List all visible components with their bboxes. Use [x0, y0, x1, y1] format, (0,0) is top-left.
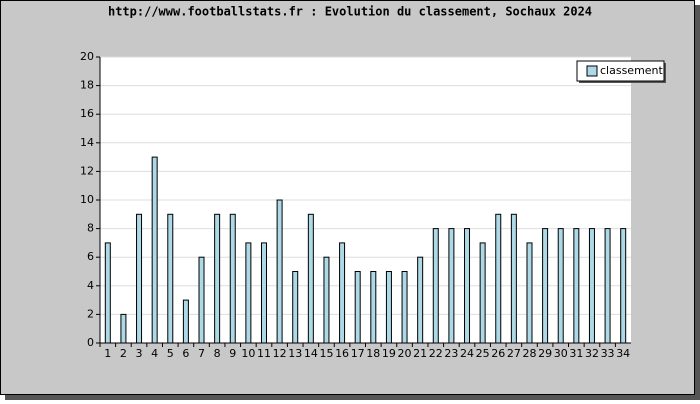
bar: [417, 256, 424, 344]
x-tick-label: 34: [616, 347, 630, 360]
bar: [401, 271, 408, 344]
bar: [182, 299, 189, 344]
x-tick-label: 31: [569, 347, 583, 360]
x-tick-label: 11: [257, 347, 271, 360]
x-tick-label: 20: [398, 347, 412, 360]
bar: [432, 228, 439, 344]
bar: [229, 213, 236, 344]
x-tick-label: 28: [522, 347, 536, 360]
chart-title: http://www.footballstats.fr : Evolution …: [108, 5, 592, 19]
x-tick-label: 9: [229, 347, 236, 360]
y-tick-label: 6: [87, 250, 94, 263]
bar: [104, 242, 111, 344]
x-tick-label: 22: [429, 347, 443, 360]
y-tick-label: 2: [87, 307, 94, 320]
bar: [510, 213, 517, 344]
bar: [620, 228, 627, 344]
bar: [370, 271, 377, 344]
x-tick-label: 17: [351, 347, 365, 360]
x-tick-label: 5: [167, 347, 174, 360]
bar: [464, 228, 471, 344]
bar: [557, 228, 564, 344]
y-tick-label: 16: [80, 107, 94, 120]
bar: [276, 199, 283, 344]
y-tick-label: 10: [80, 193, 94, 206]
x-tick-label: 8: [214, 347, 221, 360]
bar: [542, 228, 549, 344]
y-tick-label: 20: [80, 50, 94, 63]
bar: [479, 242, 486, 344]
bar: [214, 213, 221, 344]
x-tick-label: 23: [444, 347, 458, 360]
legend-box: [576, 60, 665, 82]
bar: [198, 256, 205, 344]
x-tick-label: 10: [241, 347, 255, 360]
x-tick-label: 18: [366, 347, 380, 360]
y-tick-label: 0: [87, 336, 94, 349]
x-tick-label: 3: [136, 347, 143, 360]
x-tick-label: 1: [104, 347, 111, 360]
x-tick-label: 32: [585, 347, 599, 360]
y-tick-label: 4: [87, 279, 94, 292]
x-tick-label: 15: [319, 347, 333, 360]
bar: [307, 213, 314, 344]
x-tick-label: 27: [507, 347, 521, 360]
bar: [151, 156, 158, 344]
x-tick-label: 13: [288, 347, 302, 360]
x-tick-label: 12: [273, 347, 287, 360]
bar: [573, 228, 580, 344]
bar: [120, 313, 127, 344]
x-tick-label: 25: [476, 347, 490, 360]
bar: [245, 242, 252, 344]
x-tick-label: 16: [335, 347, 349, 360]
bar: [167, 213, 174, 344]
x-tick-label: 19: [382, 347, 396, 360]
legend-label: classement: [600, 64, 664, 77]
y-tick-label: 8: [87, 222, 94, 235]
bar: [495, 213, 502, 344]
x-tick-label: 24: [460, 347, 474, 360]
bar: [588, 228, 595, 344]
x-tick-label: 29: [538, 347, 552, 360]
bar: [526, 242, 533, 344]
bar: [354, 271, 361, 344]
y-tick-label: 18: [80, 79, 94, 92]
bar: [292, 271, 299, 344]
y-tick-label: 12: [80, 164, 94, 177]
bar: [339, 242, 346, 344]
x-tick-label: 4: [151, 347, 158, 360]
x-tick-label: 6: [182, 347, 189, 360]
bar: [136, 213, 143, 344]
x-tick-label: 14: [304, 347, 318, 360]
bar: [260, 242, 267, 344]
bar: [385, 271, 392, 344]
y-tick-label: 14: [80, 136, 94, 149]
x-tick-label: 7: [198, 347, 205, 360]
bar: [448, 228, 455, 344]
x-tick-label: 33: [601, 347, 615, 360]
bar: [604, 228, 611, 344]
legend-swatch: [586, 65, 598, 77]
x-tick-label: 2: [120, 347, 127, 360]
bar: [323, 256, 330, 344]
x-tick-label: 30: [554, 347, 568, 360]
x-tick-label: 21: [413, 347, 427, 360]
x-tick-label: 26: [491, 347, 505, 360]
